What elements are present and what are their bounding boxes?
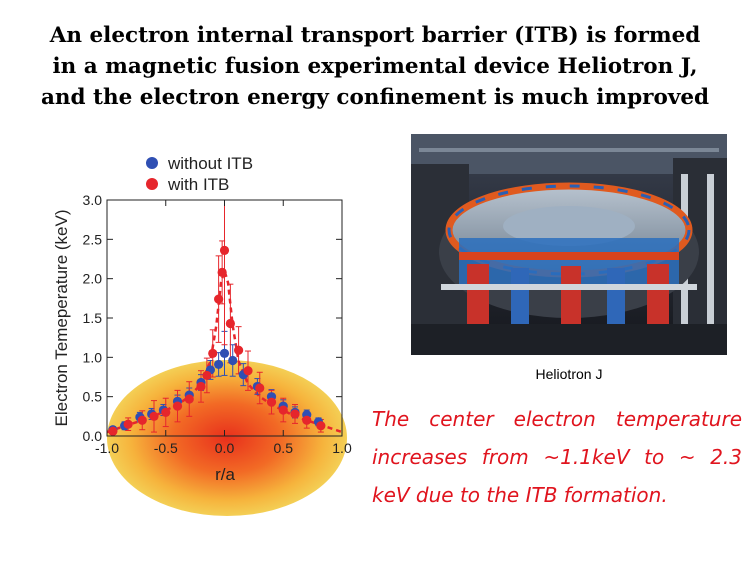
photo-caption: Heliotron J: [535, 366, 603, 382]
with-itb-point: [184, 394, 194, 404]
with-itb-point: [214, 294, 224, 304]
slide-title: An electron internal transport barrier (…: [0, 20, 750, 113]
y-axis-label: Electron Temeperature (keV): [52, 209, 71, 426]
x-tick-label: 1.0: [332, 440, 352, 456]
with-itb-point: [196, 381, 206, 392]
x-tick-label: 0.0: [215, 440, 235, 456]
title-line-1: An electron internal transport barrier (…: [49, 23, 701, 48]
summary-line-3: keV due to the ITB formation.: [372, 483, 668, 507]
with-itb-point: [266, 397, 277, 407]
title-line-3: and the electron energy confinement is m…: [40, 85, 710, 110]
with-itb-point: [255, 383, 265, 393]
with-itb-point: [161, 407, 171, 417]
x-tick-label: -0.5: [154, 440, 178, 456]
x-tick-label: -1.0: [95, 440, 119, 456]
y-tick-label: 3.0: [83, 192, 103, 208]
with-itb-point: [225, 318, 235, 329]
with-itb-point: [208, 348, 218, 358]
legend-label-with-itb: with ITB: [167, 175, 229, 194]
y-tick-label: 2.0: [83, 271, 103, 287]
legend-label-without-itb: without ITB: [167, 154, 253, 173]
with-itb-point: [137, 415, 147, 425]
with-itb-point: [234, 345, 244, 355]
plasma-cross-section: [107, 360, 347, 516]
with-itb-point: [243, 366, 253, 376]
y-tick-label: 0.5: [83, 389, 103, 405]
with-itb-point: [202, 370, 212, 381]
with-itb-point: [219, 245, 230, 255]
electron-temperature-chart: 0.0 0.5 1.0 1.5 2.0 2.5 3.0 -1.0 -0.5 0.0 0.5 1.0 w…: [52, 154, 352, 516]
summary-line-1: The center electron temperature: [372, 407, 742, 431]
legend-marker-with-itb: [146, 178, 158, 190]
y-tick-label: 2.5: [83, 231, 103, 247]
x-tick-label: 0.5: [274, 440, 294, 456]
with-itb-point: [172, 401, 183, 411]
with-itb-point: [108, 426, 118, 436]
title-line-2: in a magnetic fusion experimental device…: [52, 54, 698, 79]
y-tick-label: 1.5: [83, 310, 103, 326]
without-itb-point: [228, 355, 238, 366]
y-tick-label: 1.0: [83, 349, 103, 365]
with-itb-point: [290, 409, 300, 419]
heliotron-j-photo: [411, 134, 727, 355]
with-itb-point: [302, 415, 312, 425]
legend-marker-without-itb: [146, 157, 158, 169]
with-itb-point: [217, 267, 227, 277]
y-tick-label: 0.0: [83, 428, 103, 444]
with-itb-point: [278, 405, 288, 415]
without-itb-point: [219, 348, 230, 358]
without-itb-point: [214, 359, 224, 370]
x-axis-label: r/a: [215, 465, 235, 484]
with-itb-point: [149, 411, 159, 421]
summary-line-2: increases from ~1.1keV to ~ 2.3: [372, 445, 742, 469]
with-itb-point: [123, 419, 133, 429]
summary-text: The center electron temperature increase…: [372, 400, 742, 514]
with-itb-point: [316, 421, 326, 431]
